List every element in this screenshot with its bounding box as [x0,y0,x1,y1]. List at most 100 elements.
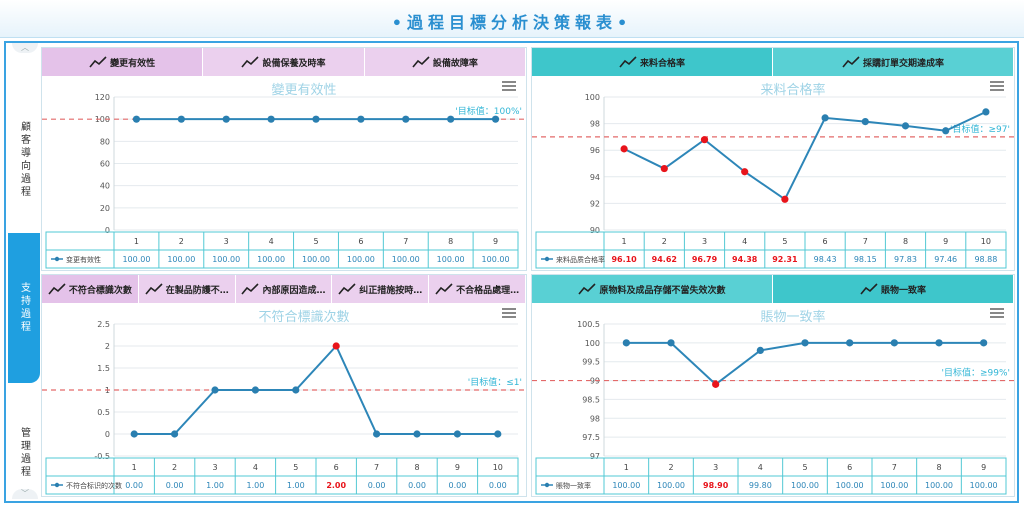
data-point[interactable] [453,430,461,438]
data-point[interactable] [890,339,898,347]
target-label: '目标值：≥99%' [942,367,1011,379]
value-label: 0.00 [368,481,386,490]
data-point[interactable] [357,115,365,123]
y-tick-label: 80 [100,137,110,146]
chevron-up-icon[interactable]: ︿ [12,43,38,53]
hamburger-menu-icon[interactable] [502,308,516,318]
tab-4[interactable]: 纠正措施按時… [332,275,430,303]
data-point[interactable] [292,386,300,394]
value-label: 94.62 [652,255,677,264]
data-point[interactable] [177,115,185,123]
x-tick-label: 7 [403,237,408,246]
value-label: 100.00 [657,481,685,490]
report-frame: ︿ 顧客導向過程 支持過程 管理過程 ﹀ 變更有效性 設備保養及時率 設備故障率 變… [4,41,1019,503]
page-title: •過程目標分析決策報表• [391,13,633,32]
tab-2[interactable]: 在製品防護不… [138,275,236,303]
value-label: 0.00 [125,481,143,490]
value-label: 1.00 [246,481,264,490]
data-point[interactable] [620,145,628,153]
sidebar-item-support-process[interactable]: 支持過程 [8,233,40,383]
chevron-down-icon[interactable]: ﹀ [12,489,38,499]
tab-1[interactable]: 不符合標識次數 [42,275,139,303]
hamburger-menu-icon[interactable] [990,308,1004,318]
value-label: 100.00 [347,255,375,264]
y-tick-label: 0.5 [97,408,110,417]
hamburger-menu-icon[interactable] [502,81,516,91]
x-tick-label: 7 [892,463,897,472]
tab-2[interactable]: 採購訂單交期達成率 [773,48,1014,76]
data-point[interactable] [901,122,910,130]
data-point[interactable] [373,430,381,438]
data-point[interactable] [980,339,988,347]
data-point[interactable] [494,430,502,438]
data-point[interactable] [942,127,950,135]
x-tick-label: 1 [134,237,139,246]
data-point[interactable] [222,115,230,123]
tab-label: 在製品防護不… [165,285,229,296]
chart-title: 賬物一致率 [760,309,825,325]
tab-2[interactable]: 賬物一致率 [773,275,1014,303]
data-point[interactable] [935,339,943,347]
tab-1[interactable]: 原物料及成品存儲不當失效次數 [532,275,773,303]
tab-label: 賬物一致率 [880,285,926,296]
tab-1[interactable]: 變更有效性 [42,48,204,76]
data-point[interactable] [447,115,455,123]
report-header: •過程目標分析決策報表• [0,0,1024,38]
data-point[interactable] [700,136,709,144]
x-tick-label: 2 [172,463,177,472]
data-point[interactable] [801,339,809,347]
x-tick-label: 9 [943,237,948,246]
data-point[interactable] [756,346,764,354]
value-label: 0.00 [408,481,426,490]
tab-3[interactable]: 內部原因造成… [235,275,333,303]
data-point[interactable] [712,380,720,388]
panel-tabbar: 原物料及成品存儲不當失效次數 賬物一致率 [532,275,1014,303]
sidebar-item-customer-process[interactable]: 顧客導向過程 [8,95,40,225]
chart-area: 不符合標識次數 -0.5 0 0.5 1 1.5 2 2.5 '目标值：≤1' 不符合标识的次数 1… [42,304,526,496]
series-line [626,341,984,386]
x-tick-label: 9 [493,237,498,246]
value-label: 98.88 [974,255,997,264]
y-tick-label: 100.5 [577,320,600,329]
data-point[interactable] [781,195,789,203]
x-tick-label: 1 [622,237,627,246]
data-point[interactable] [982,108,990,116]
value-label: 0.00 [166,481,184,490]
tab-2[interactable]: 設備保養及時率 [203,48,365,76]
x-tick-label: 3 [224,237,229,246]
tab-3[interactable]: 設備故障率 [364,48,526,76]
data-point[interactable] [132,115,141,123]
data-point[interactable] [211,386,219,394]
tab-5[interactable]: 不合格品處理… [429,275,526,303]
data-point[interactable] [413,430,421,438]
data-point[interactable] [491,115,500,123]
hamburger-menu-icon[interactable] [990,81,1004,91]
data-point[interactable] [846,339,854,347]
data-point[interactable] [130,430,138,438]
data-point[interactable] [660,164,668,173]
x-tick-label: 1 [132,463,137,472]
target-label: '目标值：100%' [455,105,522,117]
y-tick-label: 98.5 [582,395,600,404]
data-point[interactable] [861,118,869,126]
sidebar-item-management-process[interactable]: 管理過程 [8,413,40,493]
x-tick-label: 3 [212,463,217,472]
tab-1[interactable]: 来料合格率 [532,48,773,76]
data-point[interactable] [251,386,259,394]
x-tick-label: 6 [334,463,339,472]
data-point[interactable] [171,430,179,438]
data-point[interactable] [312,115,320,123]
data-point[interactable] [402,115,410,123]
data-point[interactable] [267,115,275,123]
tab-label: 變更有效性 [110,58,156,69]
value-label: 100.00 [836,481,864,490]
data-point[interactable] [332,342,340,350]
data-point[interactable] [622,339,630,347]
data-point[interactable] [741,168,749,176]
value-label: 1.00 [206,481,224,490]
data-point[interactable] [667,339,675,347]
x-tick-label: 5 [313,237,318,246]
line-chart: 不符合標識次數 -0.5 0 0.5 1 1.5 2 2.5 '目标值：≤1' 不符合标识的次数 1… [42,308,526,495]
data-point[interactable] [821,114,829,122]
x-tick-label: 6 [358,237,363,246]
